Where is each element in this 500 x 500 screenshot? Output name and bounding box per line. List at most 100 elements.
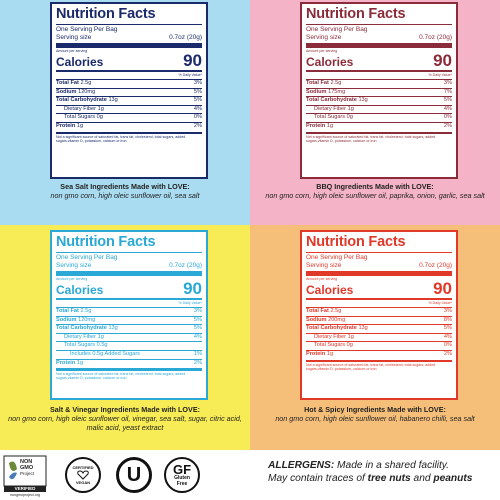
serving-size-label: Serving size xyxy=(306,261,342,269)
nutrient-name: Protein xyxy=(56,359,76,366)
bbq-panel: Nutrition Facts One Serving Per Bag Serv… xyxy=(250,0,500,225)
nutrient-name: Dietary Fiber xyxy=(64,105,97,112)
calories-value: 90 xyxy=(183,278,202,298)
nutrition-facts-title: Nutrition Facts xyxy=(306,234,406,250)
nutrient-name: Total Carbohydrate xyxy=(56,325,107,332)
calories-label: Calories xyxy=(56,282,104,297)
nutrient-row: Total Sugars 0g 0% xyxy=(56,114,202,124)
allergen-label: ALLERGENS: xyxy=(268,460,335,471)
calories-label: Calories xyxy=(306,282,354,297)
serving-size-row: Serving size 0.7oz (20g) xyxy=(56,34,202,42)
nutrient-amount: 2.5g xyxy=(330,80,342,87)
nutrient-row: Sodium 200mg 8% xyxy=(306,317,452,326)
nutrient-dv: 3% xyxy=(193,308,202,315)
nutrient-amount: 13g xyxy=(358,325,368,332)
nutrient-amount: 120mg xyxy=(78,88,96,95)
nutrient-name: Sodium xyxy=(56,88,77,95)
nutrient-name: Total Fat xyxy=(56,80,79,87)
nutrient-amount: 13g xyxy=(358,97,368,104)
sea-salt-panel: Nutrition Facts One Serving Per Bag Serv… xyxy=(0,0,250,225)
nutrition-facts-title: Nutrition Facts xyxy=(306,6,406,22)
nutrient-dv: 4% xyxy=(443,105,452,112)
nongmo-url: nongmoproject.org xyxy=(10,493,40,497)
nutrient-row: Sodium 120mg 5% xyxy=(56,89,202,98)
label-footnote: Not a significant source of saturated fa… xyxy=(306,135,436,144)
allergen-text1: Made in a shared facility. xyxy=(334,460,449,471)
allergen-peanuts: peanuts xyxy=(433,473,473,484)
servings-per-container: One Serving Per Bag xyxy=(56,25,118,33)
nutrient-name: Sodium xyxy=(56,316,77,323)
ingredients-block: Hot & Spicy Ingredients Made with LOVE: … xyxy=(256,405,494,423)
nutrient-amount: 0g xyxy=(96,114,103,121)
nutrient-row: Protein 1g 2% xyxy=(56,360,202,368)
serving-size-label: Serving size xyxy=(56,261,92,269)
amount-per-serving: Amount per serving xyxy=(306,276,338,281)
nutrient-dv: 2% xyxy=(193,359,202,366)
nutrient-row: Dietary Fiber 1g 4% xyxy=(56,106,202,115)
nutrient-row: Total Carbohydrate 13g 5% xyxy=(56,325,202,334)
daily-value-header: % Daily Value* xyxy=(178,73,202,78)
kosher-ou-icon: U xyxy=(126,463,142,486)
nutrient-amount: 2.5g xyxy=(80,80,92,87)
allergen-and: and xyxy=(410,473,434,484)
kosher-ou-badge: U xyxy=(116,457,152,493)
nutrient-name: Sodium xyxy=(306,316,327,323)
nutrient-amount: 0g xyxy=(346,114,353,121)
nutrient-name: Total Carbohydrate xyxy=(56,97,107,104)
nutrient-row: Dietary Fiber 1g 4% xyxy=(56,334,202,343)
nutrient-dv: 7% xyxy=(443,88,452,95)
nutrient-row: Total Fat 2.5g 3% xyxy=(306,80,452,89)
calories-label: Calories xyxy=(306,54,354,69)
nutrient-dv: 2% xyxy=(443,351,452,358)
non-gmo-badge: NON GMO Project VERIFIED nongmoproject.o… xyxy=(3,455,47,497)
nutrient-amount: 200mg xyxy=(328,316,346,323)
non-gmo-butterfly-icon xyxy=(3,455,47,492)
calories-value: 90 xyxy=(183,50,202,70)
calories-value: 90 xyxy=(433,50,452,70)
nutrient-amount: 1g xyxy=(326,123,334,130)
nutrient-dv: 2% xyxy=(443,123,452,130)
serving-size-row: Serving size 0.7oz (20g) xyxy=(56,262,202,270)
calories-value: 90 xyxy=(433,278,452,298)
nutrition-facts-title: Nutrition Facts xyxy=(56,6,156,22)
calories-row: Calories 90 xyxy=(56,278,202,298)
serving-size-value: 0.7oz (20g) xyxy=(419,261,452,269)
allergen-notice: ALLERGENS: Made in a shared facility. Ma… xyxy=(268,459,500,485)
nutrient-amount: 0g xyxy=(346,342,353,349)
nutrient-name: Protein xyxy=(56,123,76,130)
nutrition-facts-label: Nutrition Facts One Serving Per Bag Serv… xyxy=(300,2,458,179)
nutrient-name: Total Sugars xyxy=(314,342,346,349)
label-footnote: Not a significant source of saturated fa… xyxy=(56,135,186,144)
certifications-bar: NON GMO Project VERIFIED nongmoproject.o… xyxy=(0,450,500,500)
nutrient-dv: 5% xyxy=(193,316,202,323)
nutrient-row: Total Carbohydrate 13g 5% xyxy=(306,325,452,334)
nutrient-amount: 120mg xyxy=(78,316,96,323)
nutrient-name: Protein xyxy=(306,351,326,358)
nutrient-table: Total Fat 2.5g 3% Sodium 120mg 5% Total … xyxy=(56,308,202,367)
nutrient-row: Total Fat 2.5g 3% xyxy=(306,308,452,317)
ingredients-heading: Sea Salt Ingredients Made with LOVE: xyxy=(60,182,190,191)
nutrient-amount: 1g xyxy=(97,333,104,340)
serving-size-row: Serving size 0.7oz (20g) xyxy=(306,34,452,42)
nongmo-line2: GMO xyxy=(20,465,34,471)
serving-size-value: 0.7oz (20g) xyxy=(169,33,202,41)
amount-per-serving: Amount per serving xyxy=(56,276,88,281)
nutrient-row: Protein 1g 2% xyxy=(306,351,452,359)
nutrient-amount: 1g xyxy=(97,105,104,112)
nutrient-amount: 0.5g xyxy=(96,342,108,349)
nutrient-name: Total Sugars xyxy=(64,114,96,121)
nutrient-row: Protein 1g 2% xyxy=(306,123,452,131)
ingredients-heading: Salt & Vinegar Ingredients Made with LOV… xyxy=(49,405,201,414)
nutrient-dv: 0% xyxy=(193,114,202,121)
nutrition-facts-label: Nutrition Facts One Serving Per Bag Serv… xyxy=(50,230,208,400)
nutrient-name: Dietary Fiber xyxy=(314,105,347,112)
gf-line2: Free xyxy=(176,480,188,487)
servings-per-container: One Serving Per Bag xyxy=(306,253,368,261)
nutrient-dv: 3% xyxy=(193,80,202,87)
nutrient-name: Dietary Fiber xyxy=(314,333,347,340)
ingredients-block: Sea Salt Ingredients Made with LOVE: non… xyxy=(6,182,244,200)
nutrient-dv: 0% xyxy=(443,114,452,121)
nutrient-dv: 3% xyxy=(443,80,452,87)
ingredients-list: non gmo corn, high oleic sunflower oil, … xyxy=(275,414,475,423)
amount-per-serving: Amount per serving xyxy=(56,48,88,53)
